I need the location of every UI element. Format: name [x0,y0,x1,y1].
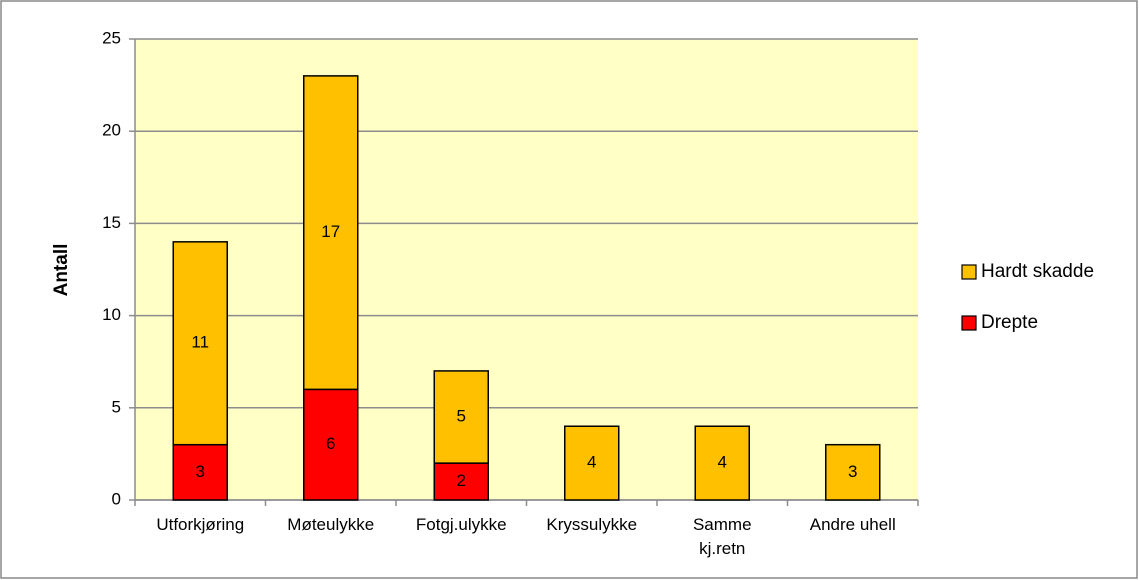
data-label: 17 [321,222,340,241]
data-label: 3 [848,462,857,481]
bar-segment [172,241,228,446]
x-tick-label: Andre uhell [810,515,896,534]
y-tick-label: 10 [102,305,121,324]
data-label: 2 [457,471,466,490]
data-label: 3 [196,462,205,481]
bar-segment [564,425,620,501]
data-label: 4 [718,453,727,472]
bar-segment [433,370,489,464]
x-tick-label: Samme kj.retn [693,515,752,558]
y-tick-label: 25 [102,28,121,47]
bar-segment [433,462,489,501]
legend-label: Hardt skadde [981,261,1094,282]
data-label: 6 [326,434,335,453]
legend-swatch [961,315,977,331]
x-tick-label: Møteulykke [287,515,374,534]
data-label: 4 [587,453,596,472]
data-label: 11 [191,333,209,352]
y-tick-label: 15 [102,213,121,232]
x-tick-label: Utforkjøring [156,515,244,534]
bar-segment [694,425,750,501]
legend-swatch [961,264,977,280]
y-tick-label: 20 [102,121,121,140]
y-tick-label: 0 [112,489,121,508]
legend-label: Drepte [981,312,1038,333]
plot-area [135,39,918,500]
bar-segment [303,75,359,391]
x-tick-label: Fotgj.ulykke [416,515,507,534]
data-label: 5 [457,407,466,426]
bar-segment [825,443,881,501]
x-tick-label: Kryssulykke [546,515,637,534]
y-axis-label: Antall [51,244,72,297]
y-tick-label: 5 [112,397,121,416]
bar-segment [172,443,228,501]
